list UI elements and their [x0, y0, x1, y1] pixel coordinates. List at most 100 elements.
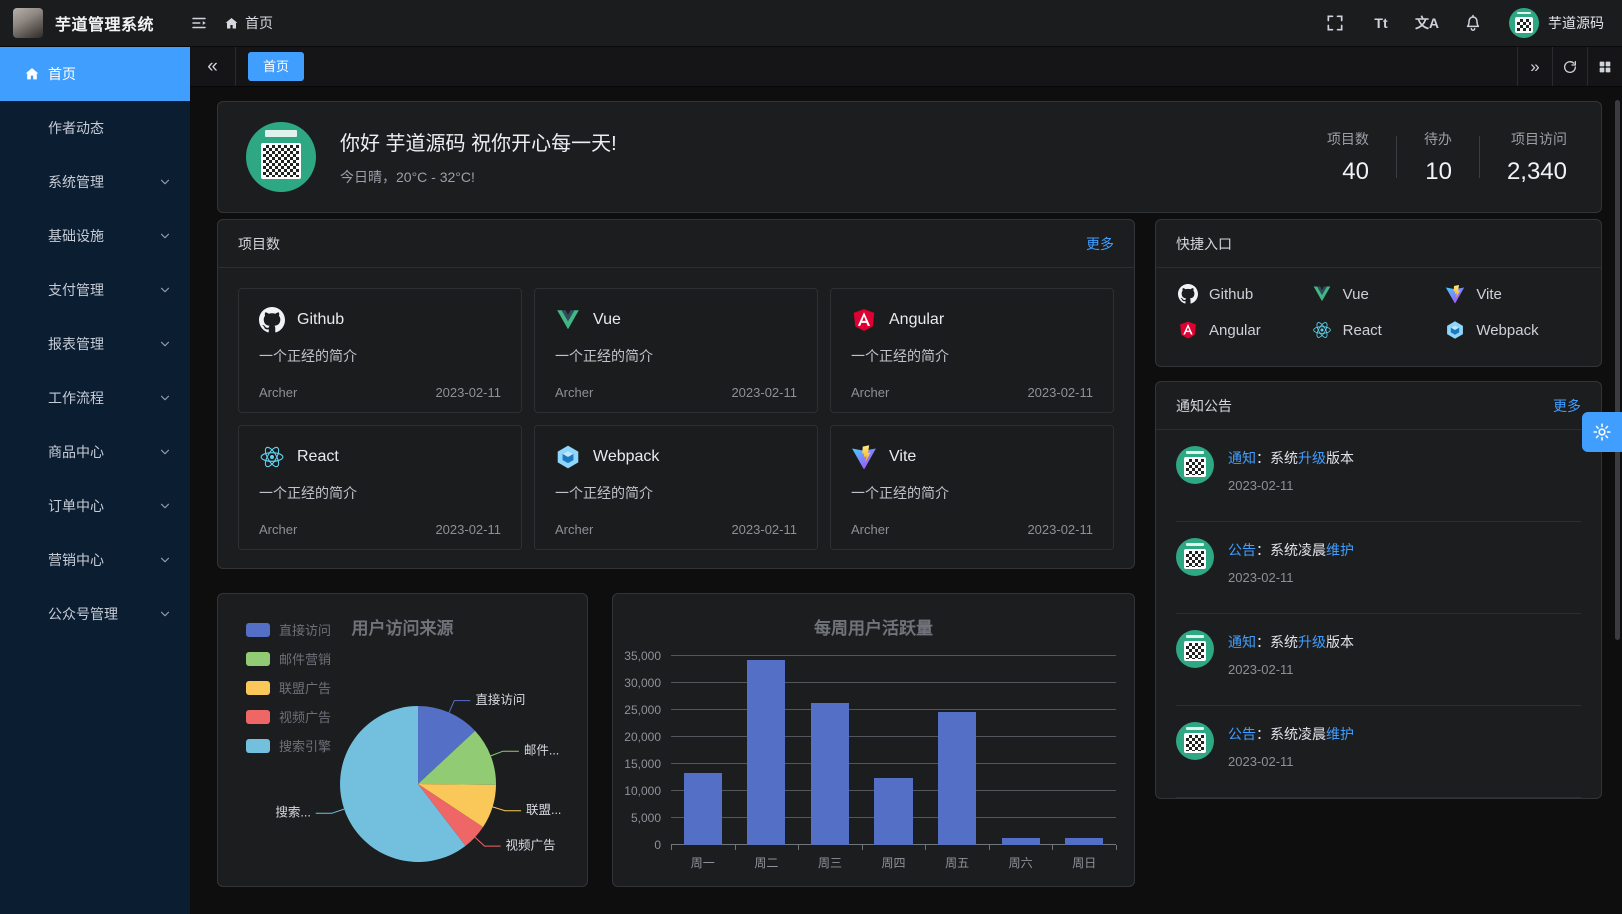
sidebar-item-2[interactable]: 系统管理	[0, 155, 190, 209]
shortcut-vue[interactable]: Vue	[1312, 284, 1446, 304]
legend-item-1[interactable]: 邮件营销	[246, 649, 331, 668]
pie-slice-0[interactable]	[418, 706, 476, 784]
username: 芋道源码	[1548, 15, 1604, 31]
notice-title-segment: ：系统凌晨	[1256, 726, 1326, 742]
sidebar-item-1[interactable]: 作者动态	[0, 101, 190, 155]
project-card-react[interactable]: React 一个正经的简介 Archer 2023-02-11	[238, 425, 522, 550]
angular-icon	[851, 307, 877, 333]
shortcut-github[interactable]: Github	[1178, 284, 1312, 304]
shortcut-label: Vue	[1342, 285, 1369, 303]
pie-slice-1[interactable]	[418, 730, 497, 785]
shortcut-webpack[interactable]: Webpack	[1445, 320, 1579, 340]
projects-more-link[interactable]: 更多	[1086, 235, 1114, 252]
react-icon	[1312, 320, 1332, 340]
shortcut-angular[interactable]: Angular	[1178, 320, 1312, 340]
project-name: Angular	[889, 311, 945, 328]
pie-callout-label: 视频广告	[506, 837, 556, 852]
project-card-vue[interactable]: Vue 一个正经的简介 Archer 2023-02-11	[534, 288, 818, 413]
sidebar-item-label: 作者动态	[48, 120, 104, 136]
breadcrumb[interactable]: 首页	[224, 13, 273, 33]
gridline	[671, 682, 1116, 683]
pie-callout-label: 联盟...	[526, 803, 561, 817]
pie-slice-2[interactable]	[418, 784, 496, 828]
collapse-left-icon[interactable]: «	[190, 47, 236, 86]
sidebar-item-label: 系统管理	[48, 174, 104, 190]
legend-item-2[interactable]: 联盟广告	[246, 678, 331, 697]
project-card-github[interactable]: Github 一个正经的简介 Archer 2023-02-11	[238, 288, 522, 413]
react-icon	[259, 444, 285, 470]
pie-slice-4[interactable]	[340, 706, 466, 862]
tab-home[interactable]: 首页	[248, 52, 305, 81]
sidebar-item-5[interactable]: 报表管理	[0, 317, 190, 371]
project-date: 2023-02-11	[435, 522, 501, 537]
project-head: Vue	[555, 307, 797, 333]
project-desc: 一个正经的简介	[259, 485, 357, 501]
gridline	[671, 655, 1116, 656]
project-foot: Archer 2023-02-11	[555, 522, 797, 537]
x-axis-tick	[988, 845, 990, 850]
language-icon[interactable]: 文A	[1414, 15, 1440, 31]
pie-callout-line	[448, 700, 471, 713]
sidebar-item-10[interactable]: 公众号管理	[0, 587, 190, 641]
project-card-angular[interactable]: Angular 一个正经的简介 Archer 2023-02-11	[830, 288, 1114, 413]
pie-slice-3[interactable]	[418, 784, 483, 846]
notice-item-3[interactable]: 公告：系统凌晨维护 2023-02-11	[1176, 706, 1581, 798]
shortcuts-header: 快捷入口	[1156, 220, 1601, 268]
x-axis-tick	[798, 845, 800, 850]
x-axis-tick-label: 周三	[817, 856, 842, 870]
menu-fold-icon[interactable]	[190, 14, 208, 32]
notice-title-segment: 升级	[1298, 634, 1326, 650]
legend-label: 联盟广告	[279, 681, 332, 696]
project-foot: Archer 2023-02-11	[259, 522, 501, 537]
notices-more-link[interactable]: 更多	[1553, 397, 1581, 414]
user-menu[interactable]: 芋道源码	[1509, 8, 1604, 38]
y-axis-tick-label: 10,000	[624, 784, 661, 798]
sidebar-item-9[interactable]: 营销中心	[0, 533, 190, 587]
legend-item-4[interactable]: 搜索引擎	[246, 736, 331, 755]
project-author: Archer	[555, 522, 594, 537]
refresh-icon[interactable]	[1552, 47, 1587, 86]
legend-item-0[interactable]: 直接访问	[246, 620, 331, 639]
settings-fab[interactable]	[1582, 412, 1622, 452]
welcome-stats: 项目数 40 待办 10 项目访问 2,340	[1300, 129, 1567, 186]
breadcrumb-label: 首页	[245, 15, 274, 31]
sidebar-item-6[interactable]: 工作流程	[0, 371, 190, 425]
shortcut-react[interactable]: React	[1312, 320, 1446, 340]
home-icon	[24, 66, 40, 82]
sidebar-item-7[interactable]: 商品中心	[0, 425, 190, 479]
bell-icon[interactable]	[1463, 13, 1483, 33]
notice-qr-avatar	[1176, 630, 1214, 668]
project-date: 2023-02-11	[731, 385, 797, 400]
sidebar-item-label: 商品中心	[48, 444, 104, 460]
project-date: 2023-02-11	[731, 522, 797, 537]
project-author: Archer	[259, 522, 298, 537]
fullscreen-icon[interactable]	[1325, 13, 1345, 33]
sidebar-item-4[interactable]: 支付管理	[0, 263, 190, 317]
pie-legend: 直接访问邮件营销联盟广告视频广告搜索引擎	[246, 620, 331, 755]
user-avatar	[1509, 8, 1539, 38]
stat-label: 待办	[1423, 130, 1452, 147]
project-foot: Archer 2023-02-11	[851, 522, 1093, 537]
notice-item-1[interactable]: 公告：系统凌晨维护 2023-02-11	[1176, 522, 1581, 614]
chevron-down-icon	[158, 391, 172, 405]
scrollbar[interactable]	[1615, 100, 1620, 640]
bar-5	[1001, 837, 1040, 845]
collapse-right-icon[interactable]: »	[1517, 47, 1552, 86]
shortcuts-title: 快捷入口	[1176, 235, 1232, 252]
sidebar-item-0[interactable]: 首页	[0, 47, 190, 101]
font-size-icon[interactable]: Tt	[1374, 15, 1388, 31]
shortcut-vite[interactable]: Vite	[1445, 284, 1579, 304]
legend-item-3[interactable]: 视频广告	[246, 707, 331, 726]
notice-item-2[interactable]: 通知：系统升级版本 2023-02-11	[1176, 614, 1581, 706]
project-card-vite[interactable]: Vite 一个正经的简介 Archer 2023-02-11	[830, 425, 1114, 550]
shortcut-label: Vite	[1476, 285, 1502, 303]
menu-item-icon	[24, 228, 40, 244]
grid-icon[interactable]	[1587, 47, 1622, 86]
sidebar-item-3[interactable]: 基础设施	[0, 209, 190, 263]
sidebar-item-8[interactable]: 订单中心	[0, 479, 190, 533]
project-card-webpack[interactable]: Webpack 一个正经的简介 Archer 2023-02-11	[534, 425, 818, 550]
notice-item-0[interactable]: 通知：系统升级版本 2023-02-11	[1176, 430, 1581, 522]
shortcut-label: Angular	[1209, 321, 1261, 339]
notice-title-segment: 版本	[1326, 634, 1354, 650]
